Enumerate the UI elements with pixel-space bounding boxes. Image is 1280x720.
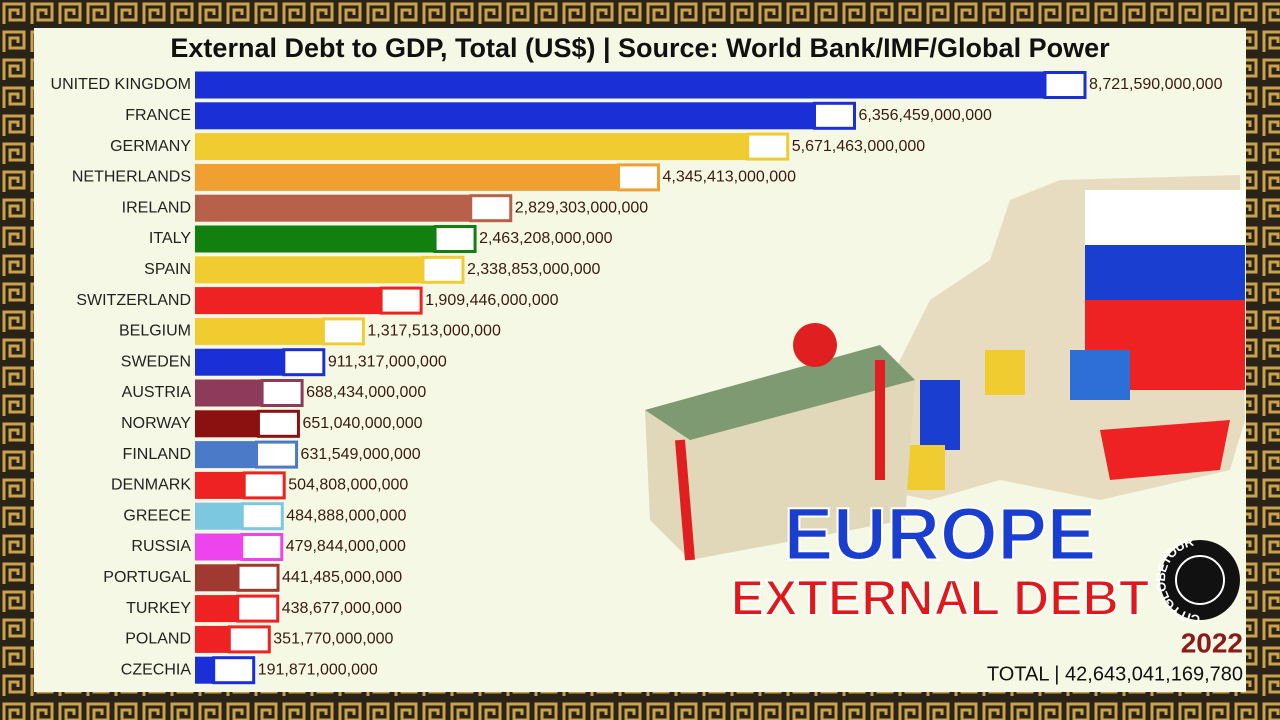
category-label: AUSTRIA [122, 384, 192, 401]
value-label: 631,549,000,000 [301, 446, 421, 463]
total: TOTAL | 42,643,041,169,780 [987, 663, 1243, 685]
bar [195, 656, 214, 684]
flag [746, 132, 790, 161]
bar [195, 194, 471, 222]
category-label: GREECE [123, 507, 191, 524]
value-label: 6,356,459,000,000 [858, 107, 992, 124]
category-label: FINLAND [123, 446, 191, 463]
category-label: PORTUGAL [103, 569, 191, 586]
bar [195, 256, 423, 284]
category-label: SPAIN [144, 261, 191, 278]
value-label: 2,829,303,000,000 [515, 199, 649, 216]
value-label: 5,671,463,000,000 [792, 138, 926, 155]
flag [1043, 71, 1087, 99]
bar [195, 502, 243, 530]
value-label: 504,808,000,000 [288, 477, 408, 494]
year: 2022 [1181, 627, 1243, 658]
value-label: 479,844,000,000 [286, 538, 406, 555]
category-label: NORWAY [121, 415, 191, 432]
flag [260, 379, 304, 407]
bar [195, 533, 242, 561]
category-label: RUSSIA [131, 538, 191, 555]
bar [195, 348, 284, 376]
value-label: 438,677,000,000 [282, 600, 402, 617]
category-label: FRANCE [125, 107, 191, 124]
category-label: CZECHIA [121, 661, 192, 678]
bar [195, 71, 1045, 99]
category-label: SWITZERLAND [76, 292, 191, 309]
bar [195, 287, 382, 315]
flag [379, 286, 423, 315]
logo-badge [1160, 540, 1240, 620]
flag [433, 225, 477, 253]
value-label: 4,345,413,000,000 [663, 169, 797, 186]
flag [812, 101, 856, 130]
logo-globe [1175, 555, 1225, 605]
flag [617, 163, 661, 192]
category-label: NETHERLANDS [72, 169, 191, 186]
value-label: 688,434,000,000 [306, 384, 426, 401]
value-label: 441,485,000,000 [282, 569, 402, 586]
illustration [645, 175, 1245, 561]
value-label: 484,888,000,000 [286, 507, 406, 524]
bar [195, 471, 245, 499]
flag [212, 656, 256, 685]
bar [195, 410, 259, 438]
bar [195, 441, 257, 469]
category-label: DENMARK [111, 477, 191, 494]
category-label: BELGIUM [119, 323, 191, 340]
category-label: GERMANY [110, 138, 191, 155]
bar [195, 317, 324, 345]
flag [236, 563, 280, 592]
value-label: 1,317,513,000,000 [367, 323, 501, 340]
flag [282, 348, 326, 377]
bar [195, 379, 263, 407]
value-label: 2,338,853,000,000 [467, 261, 601, 278]
flag [255, 440, 299, 469]
bar [195, 225, 436, 253]
flag [469, 194, 513, 223]
bar [195, 564, 239, 592]
category-label: UNITED KINGDOM [51, 76, 191, 93]
value-label: 651,040,000,000 [302, 415, 422, 432]
flag [240, 533, 284, 561]
flag [256, 409, 300, 438]
category-label: SWEDEN [121, 353, 191, 370]
value-label: 2,463,208,000,000 [479, 230, 613, 247]
flag [242, 471, 286, 500]
chart-title: External Debt to GDP, Total (US$) | Sour… [170, 33, 1110, 63]
flag [236, 594, 280, 623]
value-label: 351,770,000,000 [273, 631, 393, 648]
bar [195, 595, 238, 623]
value-label: 8,721,590,000,000 [1089, 76, 1223, 93]
flag [227, 625, 271, 654]
category-label: POLAND [125, 631, 191, 648]
value-label: 911,317,000,000 [328, 353, 447, 370]
category-label: TURKEY [126, 600, 191, 617]
bar [195, 163, 619, 191]
bar [195, 102, 815, 130]
flag [421, 255, 465, 284]
bar [195, 133, 748, 161]
subheadline: EXTERNAL DEBT [731, 570, 1150, 626]
headline: EUROPE [784, 493, 1097, 576]
category-label: ITALY [149, 230, 191, 247]
bar [195, 625, 230, 653]
flag [240, 502, 284, 531]
category-label: IRELAND [122, 199, 191, 216]
value-label: 191,871,000,000 [258, 661, 378, 678]
value-label: 1,909,446,000,000 [425, 292, 559, 309]
flag [321, 317, 365, 346]
